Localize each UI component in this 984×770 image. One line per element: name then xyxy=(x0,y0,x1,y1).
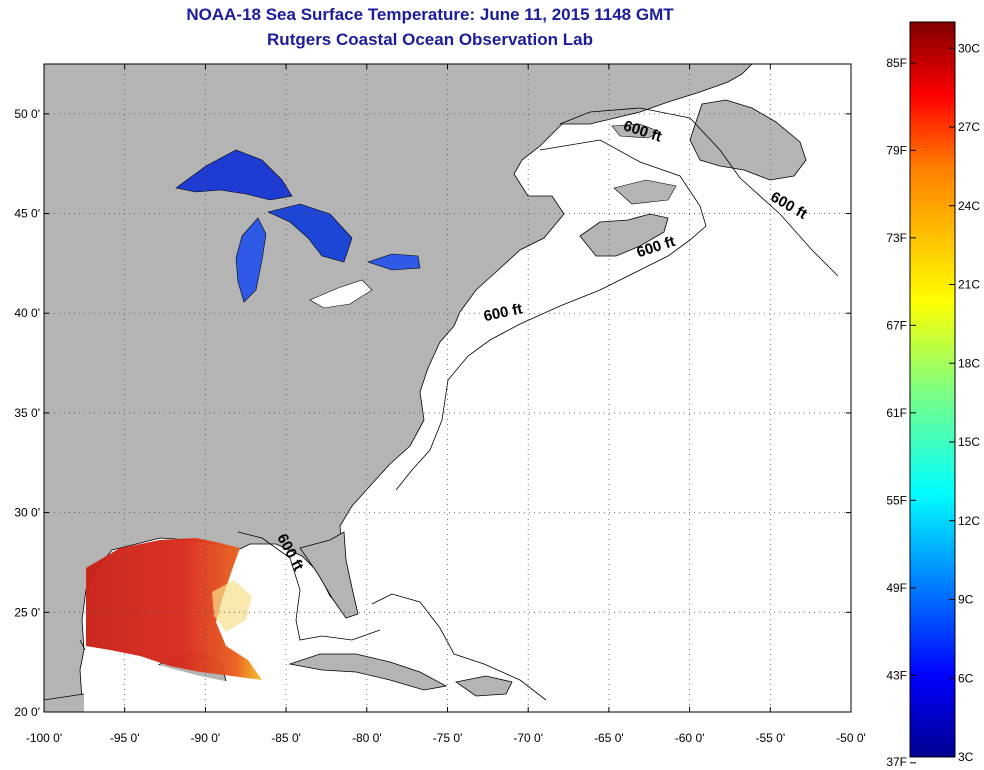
lon-tick-label: -100 0' xyxy=(26,731,62,745)
land-newfoundland xyxy=(689,99,807,181)
colorbar-celsius-label: 15C xyxy=(958,435,980,449)
lon-tick-label: -95 0' xyxy=(110,731,140,745)
colorbar-celsius-label: 18C xyxy=(958,356,980,370)
colorbar-fahrenheit-label: 61F xyxy=(886,406,907,420)
land-hispaniola xyxy=(455,675,513,697)
lat-tick-label: 45 0' xyxy=(14,207,40,221)
great-lakes-sst xyxy=(175,149,421,309)
land-gaspe xyxy=(613,179,677,205)
map-title: NOAA-18 Sea Surface Temperature: June 11… xyxy=(186,5,674,24)
lat-tick-label: 25 0' xyxy=(14,605,40,619)
land-florida xyxy=(299,531,359,619)
lake-erie xyxy=(309,279,373,309)
land-nova-scotia xyxy=(579,213,669,257)
land-cuba xyxy=(288,653,448,691)
lon-tick-label: -60 0' xyxy=(675,731,705,745)
colorbar-celsius-label: 3C xyxy=(958,750,974,764)
map-axes: -100 0' -95 0' -90 0' -85 0' -80 0' -75 0' -70… xyxy=(14,64,866,745)
map-gridlines xyxy=(44,64,851,712)
colorbar-fahrenheit-label: 37F xyxy=(886,755,907,769)
colorbar-celsius-label: 12C xyxy=(958,514,980,528)
lake-michigan xyxy=(235,217,267,303)
lake-huron xyxy=(267,203,353,263)
colorbar xyxy=(909,21,956,758)
colorbar-fahrenheit-label: 79F xyxy=(886,143,907,157)
colorbar-celsius-label: 27C xyxy=(958,120,980,134)
lake-ontario xyxy=(367,253,421,271)
lon-tick-label: -80 0' xyxy=(352,731,382,745)
lat-tick-label: 35 0' xyxy=(14,406,40,420)
lake-superior xyxy=(175,149,293,201)
colorbar-labels: 3C 6C 9C 12C 15C 18C 21C 24C 27C 30C 37F 43F 49F 55F 6… xyxy=(886,41,980,769)
colorbar-fahrenheit-label: 55F xyxy=(886,493,907,507)
colorbar-fahrenheit-label: 85F xyxy=(886,56,907,70)
lon-tick-label: -70 0' xyxy=(513,731,543,745)
colorbar-fahrenheit-label: 49F xyxy=(886,581,907,595)
lat-tick-label: 30 0' xyxy=(14,506,40,520)
colorbar-celsius-label: 21C xyxy=(958,278,980,292)
lon-tick-label: -85 0' xyxy=(271,731,301,745)
colorbar-celsius-label: 24C xyxy=(958,199,980,213)
gulf-sst-lower-edge xyxy=(84,650,262,712)
colorbar-fahrenheit-label: 67F xyxy=(886,318,907,332)
lat-tick-label: 20 0' xyxy=(14,705,40,719)
lat-tick-label: 50 0' xyxy=(14,107,40,121)
lon-tick-label: -90 0' xyxy=(191,731,221,745)
map-subtitle: Rutgers Coastal Ocean Observation Lab xyxy=(267,30,593,49)
colorbar-fahrenheit-label: 73F xyxy=(886,231,907,245)
colorbar-celsius-label: 9C xyxy=(958,593,974,607)
colorbar-celsius-label: 30C xyxy=(958,41,980,55)
colorbar-celsius-label: 6C xyxy=(958,671,974,685)
lon-tick-label: -50 0' xyxy=(836,731,866,745)
lat-tick-label: 40 0' xyxy=(14,306,40,320)
colorbar-fahrenheit-label: 43F xyxy=(886,668,907,682)
land-north-america xyxy=(44,64,753,712)
gulf-sst-speckle xyxy=(212,580,252,632)
lon-tick-label: -65 0' xyxy=(594,731,624,745)
lon-tick-label: -55 0' xyxy=(755,731,785,745)
lon-tick-label: -75 0' xyxy=(433,731,463,745)
gulf-sst-warm-region xyxy=(86,538,262,680)
land-anticosti xyxy=(611,123,661,139)
